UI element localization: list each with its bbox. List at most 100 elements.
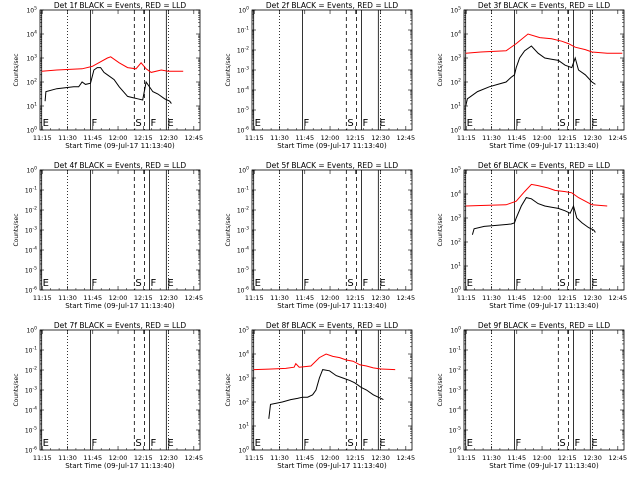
y-axis-label: Counts/sec xyxy=(437,53,444,86)
marker-label: S xyxy=(347,278,353,289)
x-tick-label: 11:30 xyxy=(482,294,501,302)
y-tick-label: 103 xyxy=(450,54,461,63)
x-tick-label: 11:30 xyxy=(58,294,77,302)
y-tick-label: 103 xyxy=(238,374,249,383)
marker-label: F xyxy=(516,438,522,449)
lld-series-line xyxy=(253,353,396,371)
panel-title: Det 5f BLACK = Events, RED = LLD xyxy=(266,161,399,170)
y-tick-label: 10-6 xyxy=(237,126,249,135)
x-tick-label: 11:30 xyxy=(58,134,77,142)
lld-series-line xyxy=(41,56,184,73)
y-axis-label: Counts/sec xyxy=(225,213,232,246)
x-tick-label: 12:45 xyxy=(608,454,627,462)
y-tick-label: 104 xyxy=(26,30,37,39)
x-tick-label: 12:00 xyxy=(321,294,340,302)
x-tick-label: 11:15 xyxy=(33,454,52,462)
y-tick-label: 10-6 xyxy=(237,286,249,295)
x-tick-label: 12:15 xyxy=(134,294,153,302)
x-axis-label: Start Time (09-Jul-17 11:13:40) xyxy=(277,462,387,470)
panel-title: Det 1f BLACK = Events, RED = LLD xyxy=(54,1,187,10)
marker-label: F xyxy=(362,438,368,449)
x-tick-label: 12:15 xyxy=(558,454,577,462)
y-tick-label: 10-3 xyxy=(449,386,461,395)
marker-label: S xyxy=(559,278,565,289)
y-tick-label: 102 xyxy=(450,238,461,247)
x-tick-label: 11:15 xyxy=(457,454,476,462)
y-axis-label: Counts/sec xyxy=(13,373,20,406)
panel-title: Det 7f BLACK = Events, RED = LLD xyxy=(54,321,187,330)
x-tick-label: 12:15 xyxy=(134,454,153,462)
marker-label: E xyxy=(43,278,49,289)
x-tick-label: 12:15 xyxy=(558,134,577,142)
y-tick-label: 100 xyxy=(238,166,249,175)
panel-title: Det 6f BLACK = Events, RED = LLD xyxy=(478,161,611,170)
y-tick-label: 101 xyxy=(26,102,37,111)
marker-label: E xyxy=(167,278,173,289)
x-tick-label: 11:15 xyxy=(33,134,52,142)
x-tick-label: 11:15 xyxy=(245,294,264,302)
x-tick-label: 12:30 xyxy=(371,294,390,302)
x-tick-label: 12:00 xyxy=(533,294,552,302)
marker-label: E xyxy=(43,118,49,129)
x-tick-label: 11:45 xyxy=(507,294,526,302)
x-axis-label: Start Time (09-Jul-17 11:13:40) xyxy=(65,462,175,470)
events-series-line xyxy=(44,67,172,104)
y-axis-label: Counts/sec xyxy=(225,373,232,406)
marker-label: S xyxy=(347,118,353,129)
y-tick-label: 10-4 xyxy=(449,406,461,415)
marker-label: F xyxy=(92,278,98,289)
marker-label: E xyxy=(167,118,173,129)
marker-label: F xyxy=(516,278,522,289)
x-tick-label: 12:45 xyxy=(184,294,203,302)
x-axis-label: Start Time (09-Jul-17 11:13:40) xyxy=(489,302,599,310)
marker-label: E xyxy=(255,118,261,129)
x-tick-label: 11:45 xyxy=(295,454,314,462)
x-tick-label: 11:45 xyxy=(83,294,102,302)
x-tick-label: 11:15 xyxy=(457,294,476,302)
y-tick-label: 105 xyxy=(238,326,249,335)
plot-frame xyxy=(39,329,201,451)
y-axis-label: Counts/sec xyxy=(437,373,444,406)
plot-frame xyxy=(39,169,201,291)
x-axis-label: Start Time (09-Jul-17 11:13:40) xyxy=(65,302,175,310)
plot-frame xyxy=(251,9,413,131)
x-tick-label: 12:15 xyxy=(346,134,365,142)
marker-label: E xyxy=(591,118,597,129)
y-tick-label: 100 xyxy=(238,446,249,455)
y-tick-label: 102 xyxy=(238,398,249,407)
marker-label: E xyxy=(591,278,597,289)
y-tick-label: 10-4 xyxy=(237,86,249,95)
y-tick-label: 101 xyxy=(238,422,249,431)
marker-label: F xyxy=(574,278,580,289)
plot-frame xyxy=(463,9,625,131)
x-tick-label: 12:15 xyxy=(134,134,153,142)
y-tick-label: 10-2 xyxy=(237,46,249,55)
panel-title: Det 3f BLACK = Events, RED = LLD xyxy=(478,1,611,10)
marker-label: F xyxy=(304,118,310,129)
y-tick-label: 10-4 xyxy=(25,246,37,255)
x-tick-label: 12:45 xyxy=(608,294,627,302)
marker-label: F xyxy=(304,438,310,449)
marker-label: F xyxy=(362,278,368,289)
x-tick-label: 11:30 xyxy=(270,454,289,462)
x-tick-label: 12:30 xyxy=(159,134,178,142)
y-tick-label: 102 xyxy=(26,78,37,87)
marker-label: E xyxy=(43,438,49,449)
x-tick-label: 11:45 xyxy=(507,134,526,142)
x-axis-label: Start Time (09-Jul-17 11:13:40) xyxy=(277,302,387,310)
x-tick-label: 12:45 xyxy=(396,134,415,142)
marker-label: E xyxy=(591,438,597,449)
x-tick-label: 11:45 xyxy=(295,294,314,302)
marker-label: F xyxy=(574,118,580,129)
marker-label: E xyxy=(255,278,261,289)
lld-series-line xyxy=(465,183,608,207)
x-tick-label: 12:00 xyxy=(533,134,552,142)
marker-label: F xyxy=(92,118,98,129)
x-tick-label: 11:15 xyxy=(457,134,476,142)
y-tick-label: 104 xyxy=(450,190,461,199)
y-tick-label: 10-4 xyxy=(25,406,37,415)
